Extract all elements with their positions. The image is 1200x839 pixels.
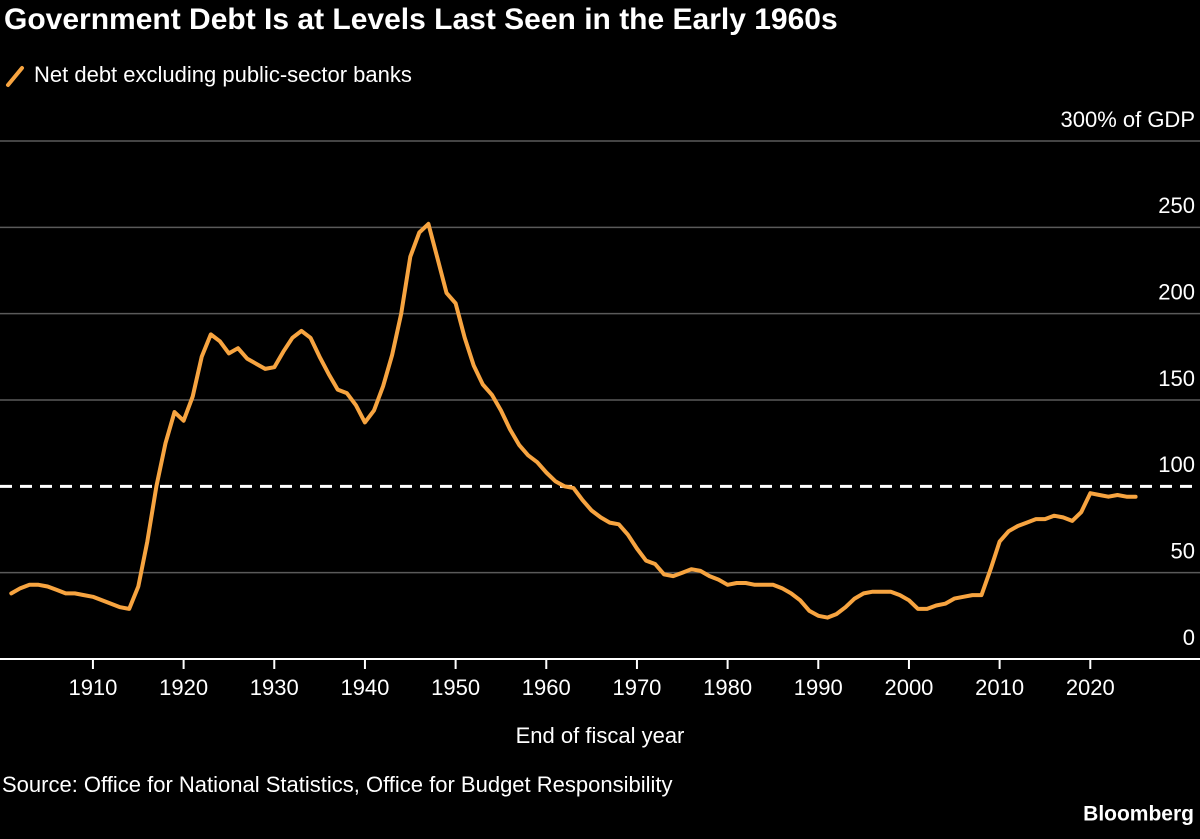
data-line [9,221,1138,620]
chart-title: Government Debt Is at Levels Last Seen i… [4,3,838,36]
x-tick-label: 1930 [250,675,299,700]
x-tick-label: 1970 [612,675,661,700]
x-tick-label: 1960 [522,675,571,700]
y-tick-label: 50 [1171,538,1195,563]
x-tick-label: 1950 [431,675,480,700]
x-tick-label: 1990 [794,675,843,700]
x-tick-label: 2020 [1066,675,1115,700]
x-axis-label: End of fiscal year [516,723,685,748]
x-tick-label: 1980 [703,675,752,700]
legend-label: Net debt excluding public-sector banks [34,62,412,87]
x-tick-label: 1940 [340,675,389,700]
legend-icon [6,66,24,87]
y-tick-label: 200 [1158,279,1195,304]
y-tick-label: 0 [1183,625,1195,650]
x-tick-label: 1920 [159,675,208,700]
y-tick-label: 250 [1158,193,1195,218]
y-tick-label: 100 [1158,452,1195,477]
x-tick-label: 2000 [884,675,933,700]
y-tick-label: 150 [1158,366,1195,391]
brand: Bloomberg [1083,803,1194,826]
source-note: Source: Office for National Statistics, … [2,772,673,797]
x-tick-label: 1910 [68,675,117,700]
x-tick-label: 2010 [975,675,1024,700]
y-tick-label: 300% of GDP [1060,107,1195,132]
